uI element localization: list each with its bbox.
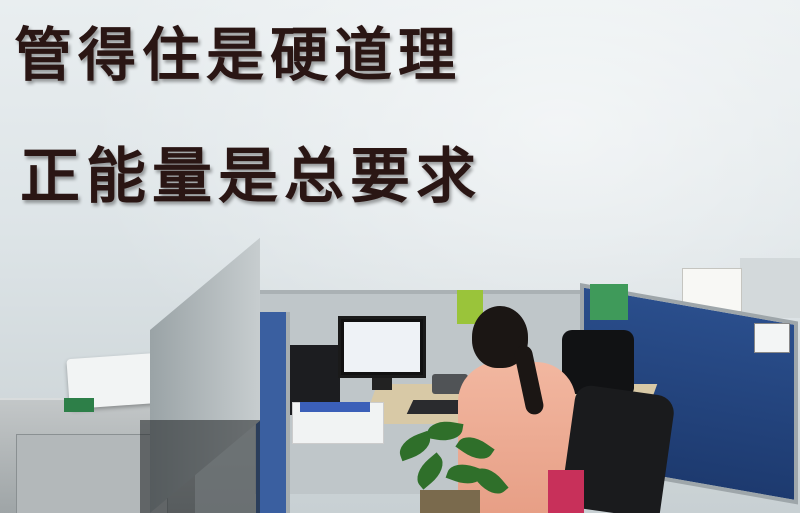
slogan-line-1: 管得住是硬道理 (14, 21, 463, 89)
plant-leaf (455, 430, 495, 466)
chair-cushion (548, 470, 584, 513)
cubicle-nameplate (754, 323, 790, 353)
plant-leaf (410, 452, 450, 490)
plant-leaf (426, 418, 464, 444)
monitor (338, 316, 426, 378)
monitor-screen (344, 322, 420, 372)
foreground-shadow (140, 420, 260, 513)
plant-pot (420, 490, 480, 513)
green-towel (590, 284, 628, 320)
right-wall (740, 258, 800, 318)
green-box (64, 398, 94, 412)
slogan-line-2: 正能量是总要求 (20, 142, 482, 212)
handbag (562, 330, 634, 394)
cubicle-left-panel (256, 312, 290, 513)
blue-folder (300, 402, 370, 412)
monitor-stand (372, 378, 392, 390)
